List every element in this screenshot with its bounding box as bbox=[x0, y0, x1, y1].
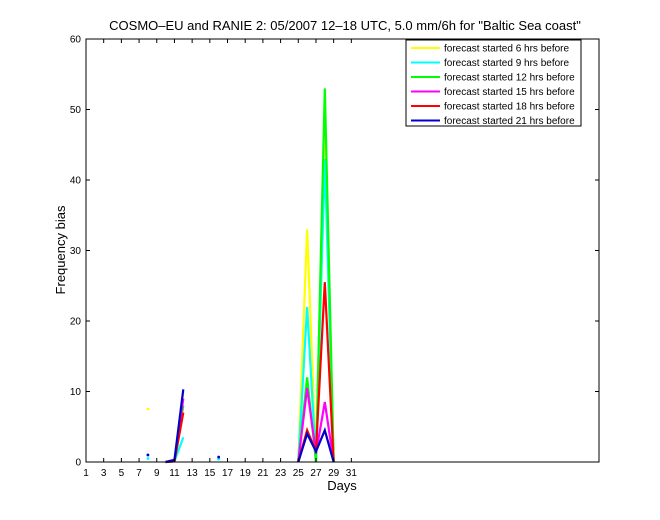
y-tick-label: 30 bbox=[70, 246, 82, 257]
x-tick-label: 9 bbox=[154, 468, 160, 479]
legend-entry: forecast started 12 hrs before bbox=[444, 73, 575, 84]
y-tick-label: 20 bbox=[70, 317, 82, 328]
y-axis-label: Frequency bias bbox=[53, 205, 68, 294]
x-tick-label: 29 bbox=[328, 468, 340, 479]
x-tick-label: 25 bbox=[293, 468, 305, 479]
legend-box bbox=[405, 39, 582, 127]
legend: forecast started 6 hrs before forecast st… bbox=[405, 39, 582, 127]
legend-entry: forecast started 21 hrs before bbox=[444, 116, 575, 127]
y-tick-label: 0 bbox=[75, 458, 81, 469]
series-point bbox=[146, 407, 150, 411]
series-point bbox=[217, 455, 221, 459]
x-tick-label: 23 bbox=[275, 468, 287, 479]
x-tick-label: 13 bbox=[187, 468, 199, 479]
x-tick-label: 11 bbox=[169, 468, 180, 479]
chart-title: COSMO–EU and RANIE 2: 05/2007 12–18 UTC,… bbox=[109, 18, 581, 33]
x-tick-label: 17 bbox=[222, 468, 234, 479]
x-tick-label: 19 bbox=[240, 468, 252, 479]
y-tick-label: 40 bbox=[70, 176, 82, 187]
x-tick-label: 3 bbox=[101, 468, 107, 479]
y-tick-label: 50 bbox=[70, 105, 82, 116]
x-tick-label: 27 bbox=[310, 468, 322, 479]
x-tick-label: 7 bbox=[136, 468, 142, 479]
x-tick-label: 31 bbox=[346, 468, 358, 479]
series-point bbox=[217, 457, 221, 461]
legend-entry: forecast started 9 hrs before bbox=[444, 58, 570, 69]
legend-entry: forecast started 15 hrs before bbox=[444, 87, 575, 98]
x-tick-label: 21 bbox=[257, 468, 269, 479]
series-line bbox=[297, 426, 335, 463]
legend-entry: forecast started 6 hrs before bbox=[444, 44, 570, 55]
x-axis-label: Days bbox=[327, 478, 357, 493]
legend-entry: forecast started 18 hrs before bbox=[444, 102, 575, 113]
series-point bbox=[146, 457, 150, 460]
x-tick-label: 1 bbox=[83, 468, 89, 479]
x-axis-ticks: 1 3 5 7 9 11 13 15 17 19 21 23 25 27 29 31 bbox=[83, 39, 357, 479]
x-tick-label: 5 bbox=[119, 468, 125, 479]
series-point bbox=[146, 453, 150, 457]
x-tick-label: 15 bbox=[204, 468, 216, 479]
y-axis-ticks: 0 10 20 30 40 50 60 bbox=[70, 35, 599, 469]
y-tick-label: 60 bbox=[70, 35, 82, 46]
y-tick-label: 10 bbox=[70, 387, 82, 398]
